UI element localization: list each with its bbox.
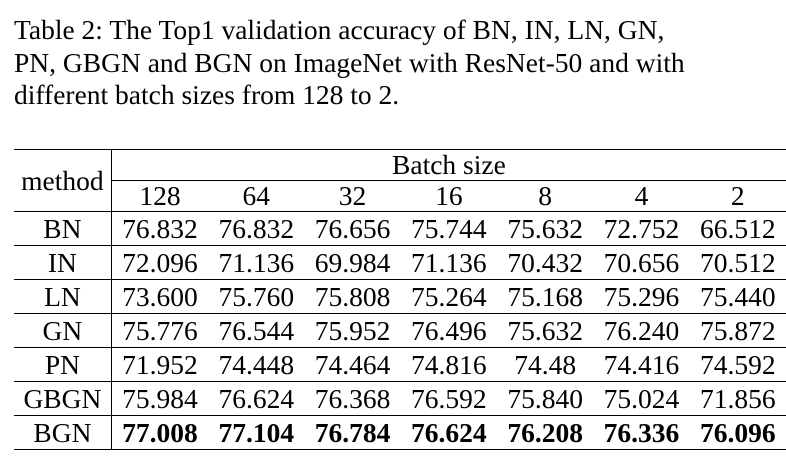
accuracy-cell: 76.624 <box>411 416 487 448</box>
accuracy-cell: 75.872 <box>699 314 776 346</box>
accuracy-cell: 77.104 <box>218 416 295 448</box>
table-row: GBGN 75.984 76.624 76.368 76.592 75.840 75.024… <box>14 381 786 416</box>
method-name: BN <box>14 211 112 246</box>
accuracy-cell: 75.760 <box>218 280 295 312</box>
accuracy-cell: 74.592 <box>699 348 776 380</box>
accuracy-cell: 70.432 <box>507 246 583 278</box>
accuracy-cell: 71.136 <box>411 246 487 278</box>
accuracy-cell: 72.752 <box>603 212 680 244</box>
batch-size: 2 <box>730 180 745 211</box>
accuracy-cell: 75.632 <box>507 314 583 346</box>
table-row: LN 73.600 75.760 75.808 75.264 75.168 75.296 75… <box>14 279 786 314</box>
caption-line: Table 2: The Top1 validation accuracy of… <box>14 14 665 45</box>
accuracy-cell: 74.416 <box>603 348 680 380</box>
method-name: BGN <box>14 415 112 450</box>
accuracy-cell: 72.096 <box>122 246 198 278</box>
accuracy-cell: 75.840 <box>507 382 583 414</box>
batch-size: 4 <box>634 180 649 211</box>
accuracy-cell: 70.512 <box>699 246 776 278</box>
results-table: method Batch size 128 64 32 16 8 4 2 BN 76.832 76.8… <box>14 149 786 450</box>
group-header: Batch size <box>111 149 786 181</box>
accuracy-cell: 75.440 <box>699 280 776 312</box>
batch-size: 16 <box>435 180 463 211</box>
batch-size: 8 <box>538 180 553 211</box>
accuracy-cell: 75.024 <box>603 382 680 414</box>
method-name: PN <box>14 347 112 382</box>
accuracy-cell: 69.984 <box>314 246 391 278</box>
accuracy-cell: 74.48 <box>514 348 577 380</box>
accuracy-cell: 71.952 <box>122 348 198 380</box>
batch-size: 64 <box>242 180 271 211</box>
caption-line: PN, GBGN and BGN on ImageNet with ResNet… <box>14 46 685 78</box>
accuracy-cell: 73.600 <box>122 280 198 312</box>
accuracy-cell: 75.168 <box>507 280 583 312</box>
accuracy-cell: 76.832 <box>218 212 295 244</box>
accuracy-cell: 75.984 <box>122 382 198 414</box>
accuracy-cell: 74.816 <box>411 348 487 380</box>
method-name: IN <box>14 245 112 280</box>
method-name: GN <box>14 313 112 348</box>
accuracy-cell: 76.656 <box>314 212 391 244</box>
table-row: BN 76.832 76.832 76.656 75.744 75.632 72.752 66… <box>14 211 786 246</box>
table-row: IN 72.096 71.136 69.984 71.136 70.432 70.656 70… <box>14 245 786 280</box>
accuracy-cell: 74.464 <box>314 348 391 380</box>
accuracy-cell: 71.856 <box>699 382 776 414</box>
header-row: 128 64 32 16 8 4 2 <box>14 181 786 212</box>
accuracy-cell: 71.136 <box>218 246 295 278</box>
table-row: BGN 77.008 77.104 76.784 76.624 76.208 76.336 7… <box>14 415 786 450</box>
accuracy-cell: 75.952 <box>314 314 391 346</box>
accuracy-cell: 76.496 <box>411 314 487 346</box>
accuracy-cell: 76.368 <box>314 382 391 414</box>
accuracy-cell: 76.208 <box>507 416 583 448</box>
method-header: method <box>14 149 112 212</box>
method-name: LN <box>14 279 112 314</box>
accuracy-cell: 75.744 <box>411 212 487 244</box>
table-row: GN 75.776 76.544 75.952 76.496 75.632 76.240 75… <box>14 313 786 348</box>
accuracy-cell: 76.784 <box>314 416 391 448</box>
accuracy-cell: 76.240 <box>603 314 680 346</box>
accuracy-cell: 75.264 <box>411 280 487 312</box>
accuracy-cell: 75.776 <box>122 314 198 346</box>
accuracy-cell: 75.632 <box>507 212 583 244</box>
accuracy-cell: 74.448 <box>218 348 295 380</box>
accuracy-cell: 76.592 <box>411 382 487 414</box>
method-name: GBGN <box>14 381 112 416</box>
accuracy-cell: 76.832 <box>122 212 198 244</box>
accuracy-cell: 66.512 <box>699 212 776 244</box>
caption-line: different batch sizes from 128 to 2. <box>14 79 400 110</box>
accuracy-cell: 75.296 <box>603 280 680 312</box>
batch-size: 128 <box>139 180 181 211</box>
accuracy-cell: 76.336 <box>603 416 680 448</box>
caption: Table 2: The Top1 validation accuracy of… <box>14 14 685 112</box>
accuracy-cell: 70.656 <box>603 246 680 278</box>
header-row: method Batch size <box>14 149 786 212</box>
table-row: PN 71.952 74.448 74.464 74.816 74.48 74.416 74.… <box>14 347 786 382</box>
accuracy-cell: 77.008 <box>122 416 198 448</box>
accuracy-cell: 76.096 <box>699 416 776 448</box>
batch-size: 32 <box>338 180 367 211</box>
accuracy-cell: 76.544 <box>218 314 295 346</box>
accuracy-cell: 76.624 <box>218 382 295 414</box>
accuracy-cell: 75.808 <box>314 280 391 312</box>
